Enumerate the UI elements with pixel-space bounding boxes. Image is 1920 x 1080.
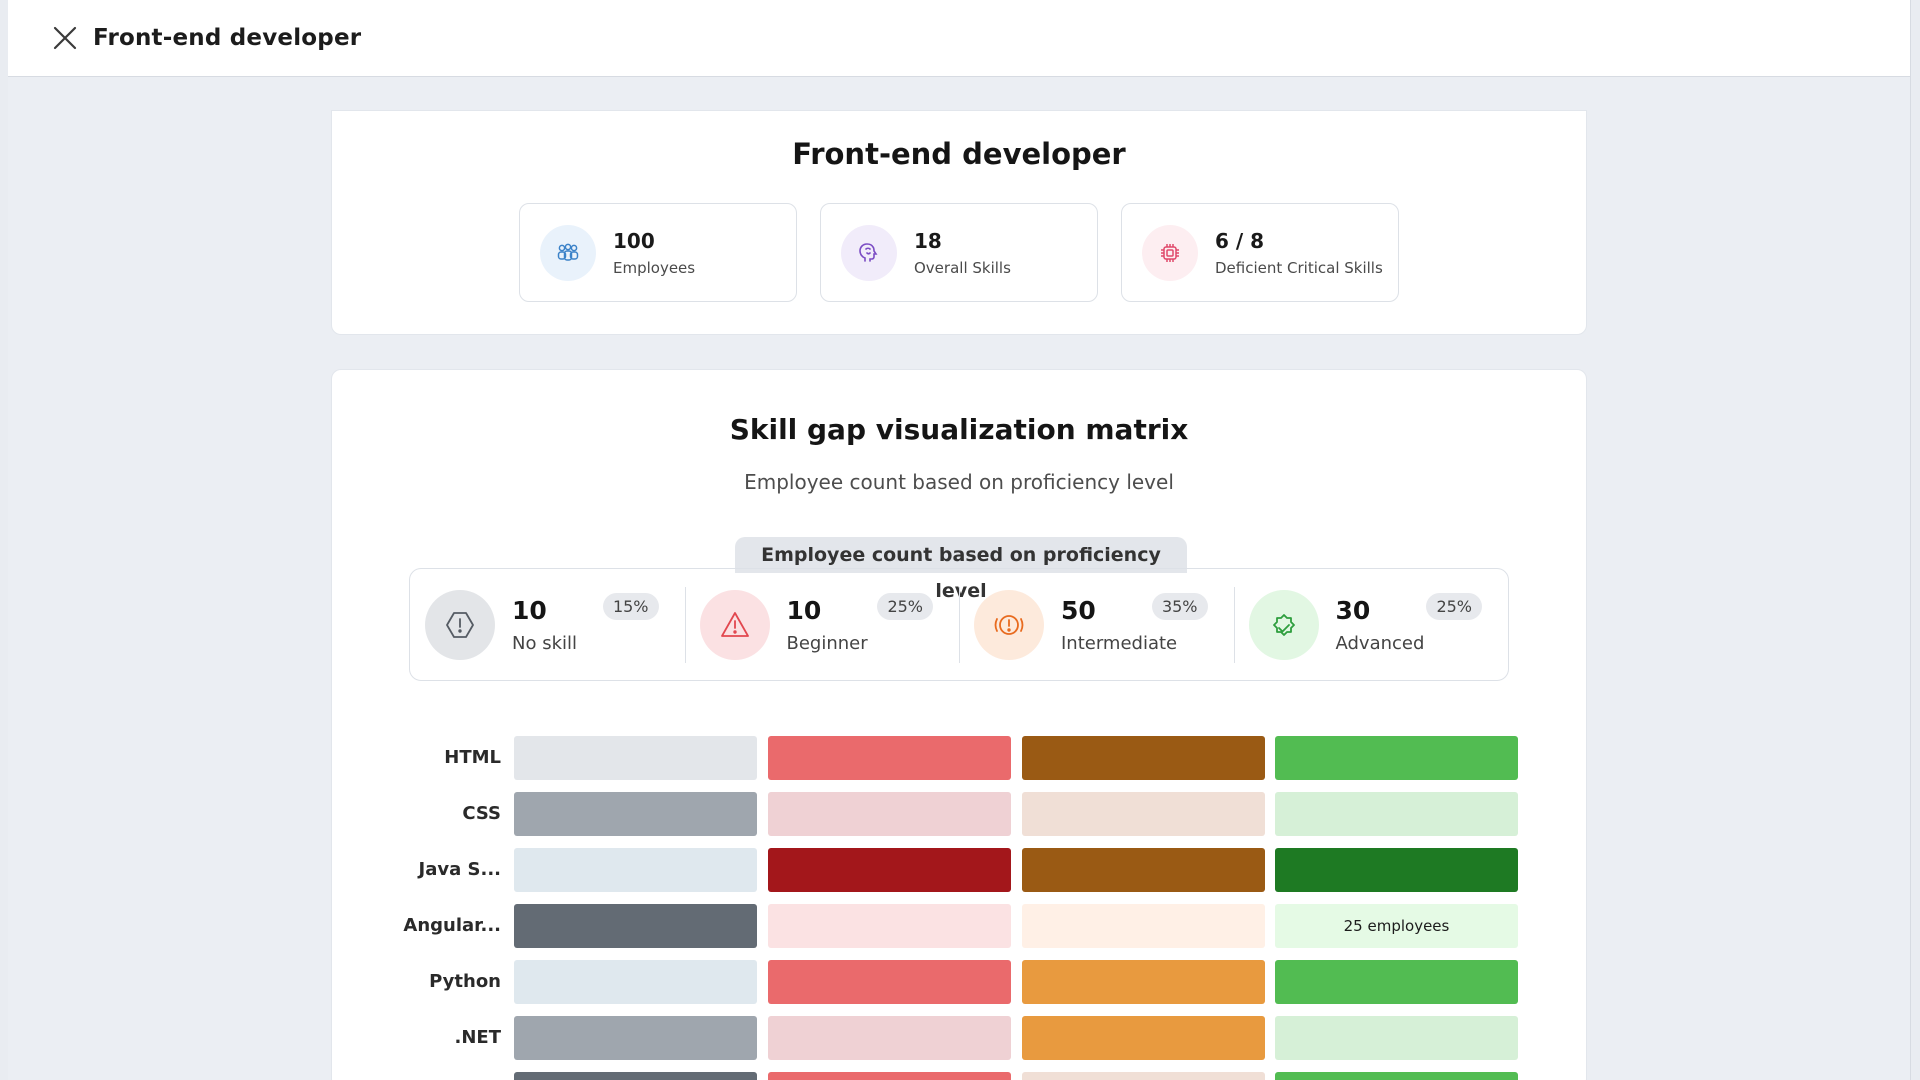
top-bar: Front-end developer [8,0,1910,77]
close-button[interactable] [43,16,87,60]
brain-icon [841,224,897,281]
beginner-label: Beginner [786,632,868,654]
matrix-cell[interactable] [514,736,757,780]
role-title: Front-end developer [792,137,1126,171]
skill-label: HTML [444,747,501,768]
people-group-icon [540,224,596,281]
matrix-cell[interactable] [1275,1016,1518,1060]
stat-employees: 100 Employees [519,203,797,302]
matrix-row [332,1072,1586,1080]
warning-triangle-icon [699,589,770,660]
proficiency-legend: 10 No skill 15% 10 Beginner 25% [409,568,1509,681]
skill-label: Angular... [403,915,501,936]
skills-label: Overall Skills [914,258,1011,277]
matrix-cell[interactable] [1022,736,1265,780]
matrix-cell[interactable] [1022,792,1265,836]
legend-title: Employee count based on proficiency leve… [735,537,1187,602]
intermediate-count: 50 [1061,595,1096,625]
employees-label: Employees [613,258,696,277]
matrix-cell[interactable] [514,904,757,948]
beginner-count: 10 [786,595,822,625]
matrix-cell[interactable] [768,736,1011,780]
matrix-cell[interactable] [1275,848,1518,892]
skill-label: CSS [462,803,501,824]
matrix-row: .NET [332,1016,1586,1060]
window-frame-right [1910,0,1920,1080]
matrix-cell[interactable] [514,1072,757,1080]
matrix-cell[interactable]: 25 employees [1275,904,1518,948]
matrix-cell[interactable] [1022,960,1265,1004]
hexagon-alert-icon [425,589,495,660]
deficient-skills-label: Deficient Critical Skills [1215,258,1383,277]
level-no-skill: 10 No skill 15% [410,587,685,663]
matrix-row: Java S... [332,848,1586,892]
chip-alert-icon [1142,224,1198,281]
skill-label: Java S... [418,859,501,880]
alert-circle-icon [974,589,1044,660]
matrix-row: CSS [332,792,1586,836]
matrix-cell[interactable] [514,848,757,892]
matrix-cell[interactable] [1275,1072,1518,1080]
matrix-cell[interactable] [768,848,1011,892]
matrix-cell[interactable] [1275,792,1518,836]
deficient-skills-count: 6 / 8 [1215,228,1265,253]
skill-label [392,1072,501,1080]
matrix-row: HTML [332,736,1586,780]
matrix-cell[interactable] [514,792,757,836]
stat-deficient-skills: 6 / 8 Deficient Critical Skills [1121,203,1399,302]
matrix-cell[interactable] [768,960,1011,1004]
beginner-percent: 25% [877,592,933,620]
matrix-cell[interactable] [514,960,757,1004]
matrix-title: Skill gap visualization matrix [729,413,1189,446]
matrix-cell[interactable] [1022,1072,1265,1080]
matrix-cell[interactable] [768,904,1011,948]
matrix-cell[interactable] [768,1016,1011,1060]
matrix-row: Angular... 25 employees [332,904,1586,948]
matrix-cell[interactable] [1022,904,1265,948]
matrix-cell[interactable] [1022,1016,1265,1060]
matrix-cell[interactable] [1275,960,1518,1004]
matrix-cell[interactable] [1275,736,1518,780]
intermediate-label: Intermediate [1061,632,1178,654]
matrix-cell[interactable] [1022,848,1265,892]
window-frame-left [0,0,8,1080]
skills-count: 18 [914,228,942,253]
employees-count: 100 [613,228,655,253]
advanced-label: Advanced [1335,632,1425,654]
advanced-percent: 25% [1426,592,1482,620]
level-advanced: 30 Advanced 25% [1233,586,1509,663]
matrix-subtitle: Employee count based on proficiency leve… [744,470,1174,494]
skill-label: .NET [454,1027,501,1048]
matrix-cell[interactable] [768,1072,1011,1080]
matrix-row: Python [332,960,1586,1004]
role-summary-card: Front-end developer 100 Employees [331,110,1587,335]
close-icon [53,26,77,50]
page-title: Front-end developer [93,25,362,51]
stat-overall-skills: 18 Overall Skills [820,203,1098,302]
main-content[interactable]: Front-end developer 100 Employees [8,77,1910,1080]
advanced-count: 30 [1335,595,1371,625]
badge-check-icon [1248,589,1319,660]
matrix-cell[interactable] [514,1016,757,1060]
level-intermediate: 50 Intermediate 35% [959,586,1234,663]
skill-gap-matrix-card: Skill gap visualization matrix Employee … [331,369,1587,1080]
no-skill-label: No skill [512,632,578,654]
matrix-cell[interactable] [768,792,1011,836]
no-skill-count: 10 [512,595,547,625]
skill-label: Python [429,971,501,992]
level-beginner: 10 Beginner 25% [684,586,960,663]
intermediate-percent: 35% [1151,592,1208,620]
no-skill-percent: 15% [602,592,659,620]
